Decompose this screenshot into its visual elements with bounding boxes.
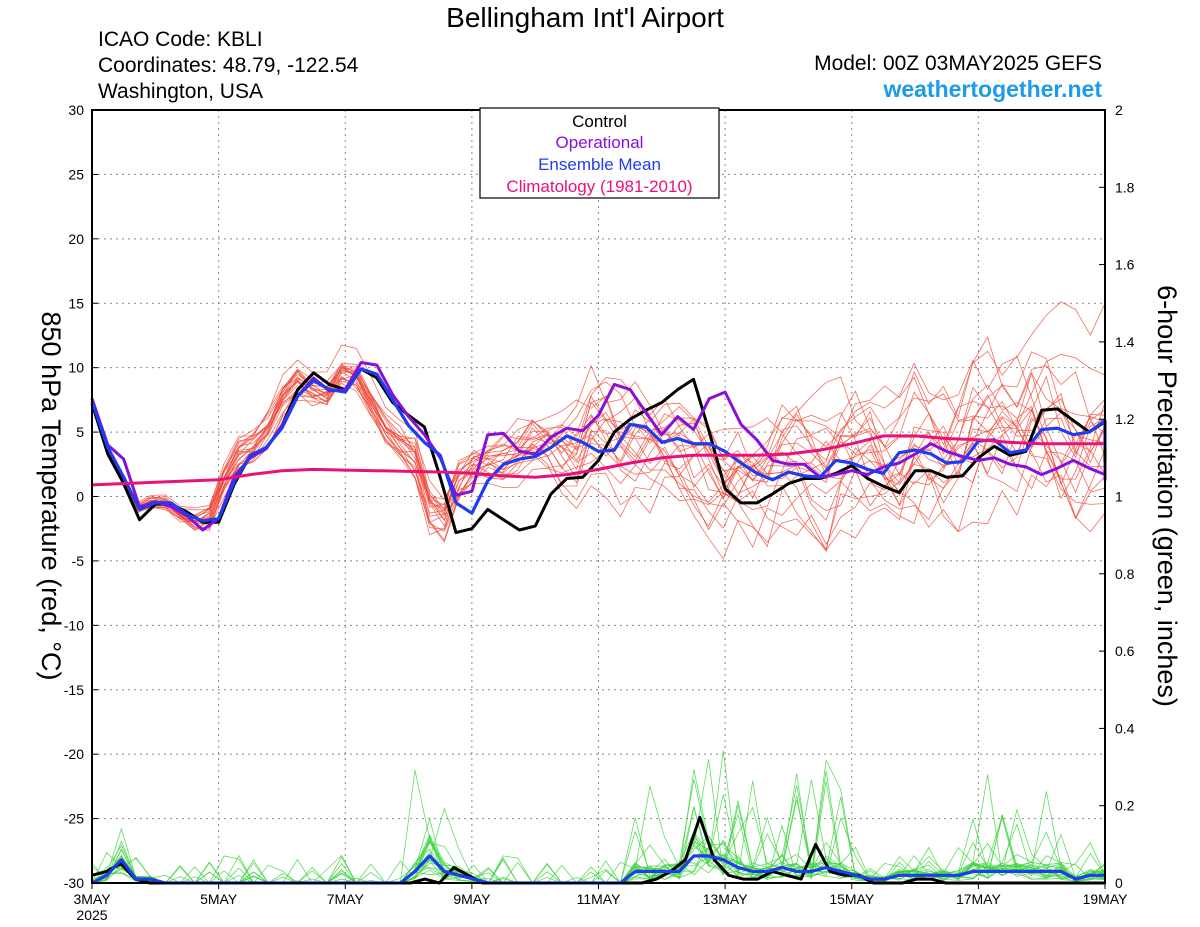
- temp-ensemble-mean-line: [90, 367, 1107, 523]
- precip-member-line: [91, 833, 1106, 884]
- y-tick-label-left: -10: [64, 617, 84, 633]
- grid-lines: [92, 110, 1105, 883]
- x-tick-label: 9MAY: [453, 891, 491, 907]
- temp-member-line: [91, 366, 1106, 520]
- temp-member-line: [91, 335, 1106, 531]
- y-tick-label-left: 5: [76, 424, 84, 440]
- y-tick-label-left: 0: [76, 489, 84, 505]
- y-tick-label-right: 0.2: [1115, 798, 1135, 814]
- legend-frame: [479, 107, 720, 199]
- x-tick-sublabel: 2025: [76, 907, 107, 923]
- temp-member-line: [91, 380, 1106, 533]
- y-tick-label-left: -5: [72, 553, 85, 569]
- temp-climatology-1981-2010--line: [91, 434, 1105, 487]
- temp-member-line: [91, 370, 1106, 533]
- x-tick-label: 7MAY: [327, 891, 365, 907]
- model-run: Model: 00Z 03MAY2025 GEFS: [814, 52, 1102, 75]
- y-tick-label-right: 1.2: [1115, 411, 1135, 427]
- chart-title: Bellingham Int'l Airport: [446, 2, 724, 33]
- x-tick-label: 11MAY: [577, 891, 621, 907]
- y-tick-label-left: 15: [68, 295, 84, 311]
- legend-operational: Operational: [556, 133, 644, 152]
- site-credit: weathertogether.net: [883, 76, 1102, 102]
- y-tick-label-right: 0.8: [1115, 566, 1135, 582]
- y-tick-label-right: 1: [1115, 489, 1123, 505]
- x-tick-label: 5MAY: [200, 891, 238, 907]
- location: Washington, USA: [98, 80, 263, 103]
- y-tick-label-right: 1.6: [1115, 257, 1135, 273]
- temp-member-line: [91, 350, 1106, 553]
- y-tick-label-left: -25: [64, 811, 84, 827]
- x-tick-label: 19MAY: [1083, 891, 1129, 907]
- x-tick-label: 13MAY: [703, 891, 749, 907]
- y-axis-label-right: 6-hour Precipitation (green, inches): [1152, 285, 1182, 707]
- temp-member-line: [91, 369, 1106, 520]
- y-tick-label-left: -15: [64, 682, 84, 698]
- y-tick-label-right: 0.6: [1115, 643, 1135, 659]
- coordinates: Coordinates: 48.79, -122.54: [98, 54, 359, 77]
- y-tick-label-right: 1.4: [1115, 334, 1135, 350]
- y-axis-label-left: 850 hPa Temperature (red, °C): [36, 312, 66, 681]
- y-tick-label-left: 10: [68, 360, 84, 376]
- legend-climatology: Climatology (1981-2010): [506, 177, 692, 196]
- legend-ensemble-mean: Ensemble Mean: [538, 155, 661, 174]
- precip-member-line: [91, 808, 1106, 884]
- y-tick-label-left: 20: [68, 231, 84, 247]
- precip-member-line: [91, 785, 1106, 884]
- legend-control: Control: [572, 112, 627, 131]
- y-tick-label-right: 1.8: [1115, 179, 1135, 195]
- y-tick-label-right: 0.4: [1115, 720, 1135, 736]
- x-tick-label: 17MAY: [956, 891, 1002, 907]
- icao-code: ICAO Code: KBLI: [98, 28, 263, 51]
- y-tick-label-right: 2: [1115, 102, 1123, 118]
- x-tick-label: 3MAY: [73, 891, 111, 907]
- x-tick-label: 15MAY: [829, 891, 875, 907]
- y-tick-label-left: -20: [64, 746, 84, 762]
- temp-member-line: [91, 364, 1106, 529]
- y-tick-label-left: 25: [68, 166, 84, 182]
- legend-box: Control Operational Ensemble Mean Climat…: [479, 107, 720, 199]
- axis-ticks: 302520151050-5-10-15-20-25-3021.81.61.41…: [64, 102, 1135, 923]
- y-tick-label-right: 0: [1115, 875, 1123, 891]
- y-tick-label-left: -30: [64, 875, 84, 891]
- y-tick-label-left: 30: [68, 102, 84, 118]
